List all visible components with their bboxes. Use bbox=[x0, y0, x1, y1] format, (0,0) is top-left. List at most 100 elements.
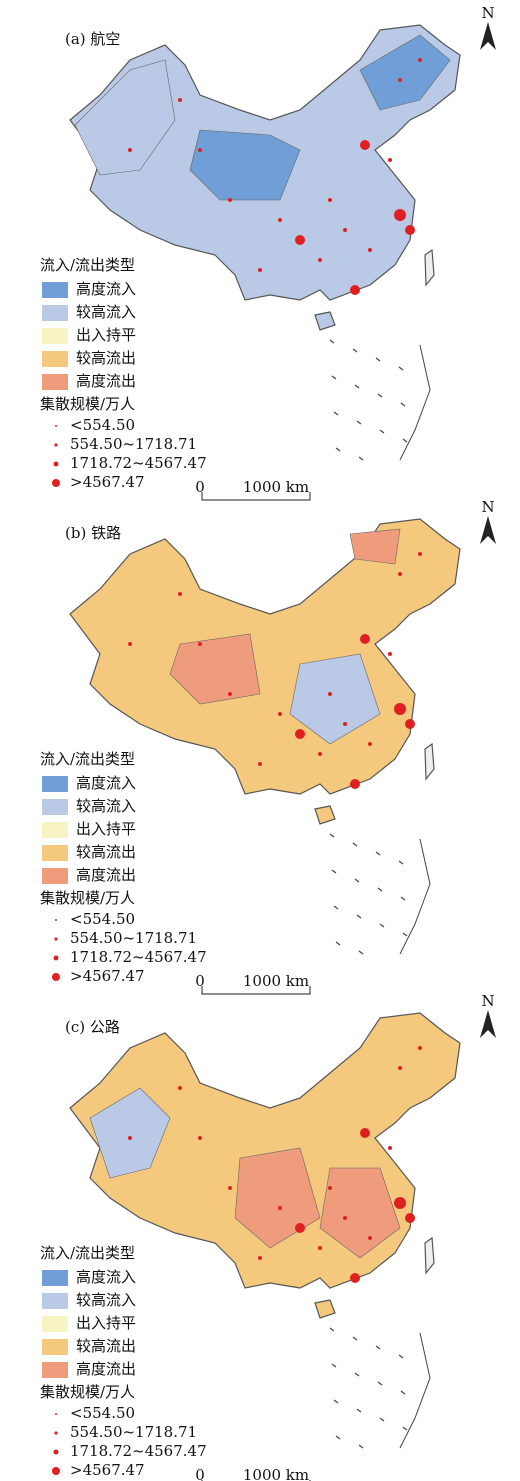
legend-label: 高度流出 bbox=[76, 866, 136, 884]
legend-title: 集散规模/万人 bbox=[40, 1383, 135, 1401]
scale-label: 1000 km bbox=[243, 478, 309, 496]
city-dot bbox=[278, 218, 282, 222]
map-panel: (a) 航空 N 流入/流出类型高度流入较高流入出入持平较高流出高度流出集散规模/万… bbox=[40, 4, 496, 501]
island-mark bbox=[402, 932, 408, 937]
legend-swatch bbox=[42, 822, 68, 838]
island-mark bbox=[400, 402, 406, 407]
city-dot bbox=[405, 225, 415, 235]
legend-dot bbox=[55, 919, 57, 921]
island-mark bbox=[400, 896, 406, 901]
hainan bbox=[314, 1299, 336, 1319]
legend-swatch bbox=[42, 305, 68, 321]
island-mark bbox=[333, 411, 339, 416]
legend-label: 较高流入 bbox=[76, 303, 136, 321]
city-dot bbox=[328, 198, 332, 202]
legend-swatch bbox=[42, 799, 68, 815]
city-dot bbox=[178, 592, 182, 596]
legend-dot bbox=[52, 479, 60, 487]
legend-dot bbox=[53, 1449, 59, 1455]
city-dot bbox=[394, 703, 406, 715]
city-dot bbox=[228, 692, 232, 696]
city-dot bbox=[388, 158, 392, 162]
legend-dot bbox=[54, 937, 58, 941]
panel-title: (a) 航空 bbox=[65, 30, 120, 48]
island-mark bbox=[356, 1408, 362, 1413]
city-dot bbox=[295, 235, 305, 245]
city-dot bbox=[368, 248, 372, 252]
legend-swatch bbox=[42, 1293, 68, 1309]
legend-swatch bbox=[42, 868, 68, 884]
island-mark bbox=[329, 833, 335, 838]
city-dot bbox=[418, 58, 422, 62]
city-dot bbox=[318, 1246, 322, 1250]
island-mark bbox=[331, 869, 337, 874]
panel-title: (b) 铁路 bbox=[65, 524, 121, 542]
city-dot bbox=[318, 752, 322, 756]
north-label: N bbox=[481, 992, 494, 1010]
legend-label: 较高流出 bbox=[76, 349, 136, 367]
city-dot bbox=[198, 642, 202, 646]
legend-label: <554.50 bbox=[70, 416, 135, 434]
city-dot bbox=[328, 1186, 332, 1190]
legend-title: 集散规模/万人 bbox=[40, 395, 135, 413]
island-mark bbox=[352, 1336, 358, 1341]
legend-dot bbox=[53, 955, 59, 961]
island-mark bbox=[358, 950, 364, 955]
legend-dot bbox=[55, 425, 57, 427]
legend-swatch bbox=[42, 1316, 68, 1332]
city-dot bbox=[178, 1086, 182, 1090]
hainan bbox=[314, 311, 336, 331]
island-mark bbox=[379, 923, 385, 928]
legend-swatch bbox=[42, 351, 68, 367]
north-arrow bbox=[480, 1010, 496, 1038]
city-dot bbox=[198, 148, 202, 152]
legend-title: 集散规模/万人 bbox=[40, 889, 135, 907]
island-mark bbox=[375, 1345, 381, 1350]
city-dot bbox=[418, 552, 422, 556]
city-dot bbox=[360, 634, 370, 644]
legend-label: 较高流出 bbox=[76, 1337, 136, 1355]
region bbox=[289, 653, 381, 745]
legend-dot bbox=[52, 973, 60, 981]
city-dot bbox=[405, 1213, 415, 1223]
island-mark bbox=[377, 887, 383, 892]
scale-label: 1000 km bbox=[243, 1466, 309, 1481]
north-label: N bbox=[481, 4, 494, 22]
city-dot bbox=[128, 642, 132, 646]
city-dot bbox=[360, 1128, 370, 1138]
legend-swatch bbox=[42, 328, 68, 344]
legend-swatch bbox=[42, 845, 68, 861]
city-dot bbox=[295, 729, 305, 739]
city-dot bbox=[278, 1206, 282, 1210]
region bbox=[169, 633, 261, 705]
city-dot bbox=[328, 692, 332, 696]
region bbox=[89, 1087, 171, 1179]
legend-label: 1718.72~4567.47 bbox=[70, 454, 207, 472]
region bbox=[74, 59, 176, 176]
island-mark bbox=[375, 357, 381, 362]
legend-dot bbox=[54, 1431, 58, 1435]
north-arrow bbox=[480, 22, 496, 50]
city-dot bbox=[198, 1136, 202, 1140]
city-dot bbox=[128, 1136, 132, 1140]
city-dot bbox=[418, 1046, 422, 1050]
city-dot bbox=[368, 742, 372, 746]
island-mark bbox=[377, 393, 383, 398]
island-mark bbox=[354, 878, 360, 883]
city-dot bbox=[394, 209, 406, 221]
legend-label: 高度流入 bbox=[76, 1268, 136, 1286]
legend-label: 出入持平 bbox=[76, 820, 136, 838]
legend-label: 高度流出 bbox=[76, 1360, 136, 1378]
island-mark bbox=[398, 860, 404, 865]
legend-dot bbox=[52, 1467, 60, 1475]
scale-label: 0 bbox=[195, 1466, 205, 1481]
city-dot bbox=[398, 78, 402, 82]
island-mark bbox=[333, 905, 339, 910]
legend-label: 出入持平 bbox=[76, 326, 136, 344]
city-dot bbox=[388, 652, 392, 656]
legend-label: <554.50 bbox=[70, 1404, 135, 1422]
city-dot bbox=[128, 148, 132, 152]
region bbox=[319, 1167, 401, 1259]
legend-title: 流入/流出类型 bbox=[40, 1244, 135, 1262]
